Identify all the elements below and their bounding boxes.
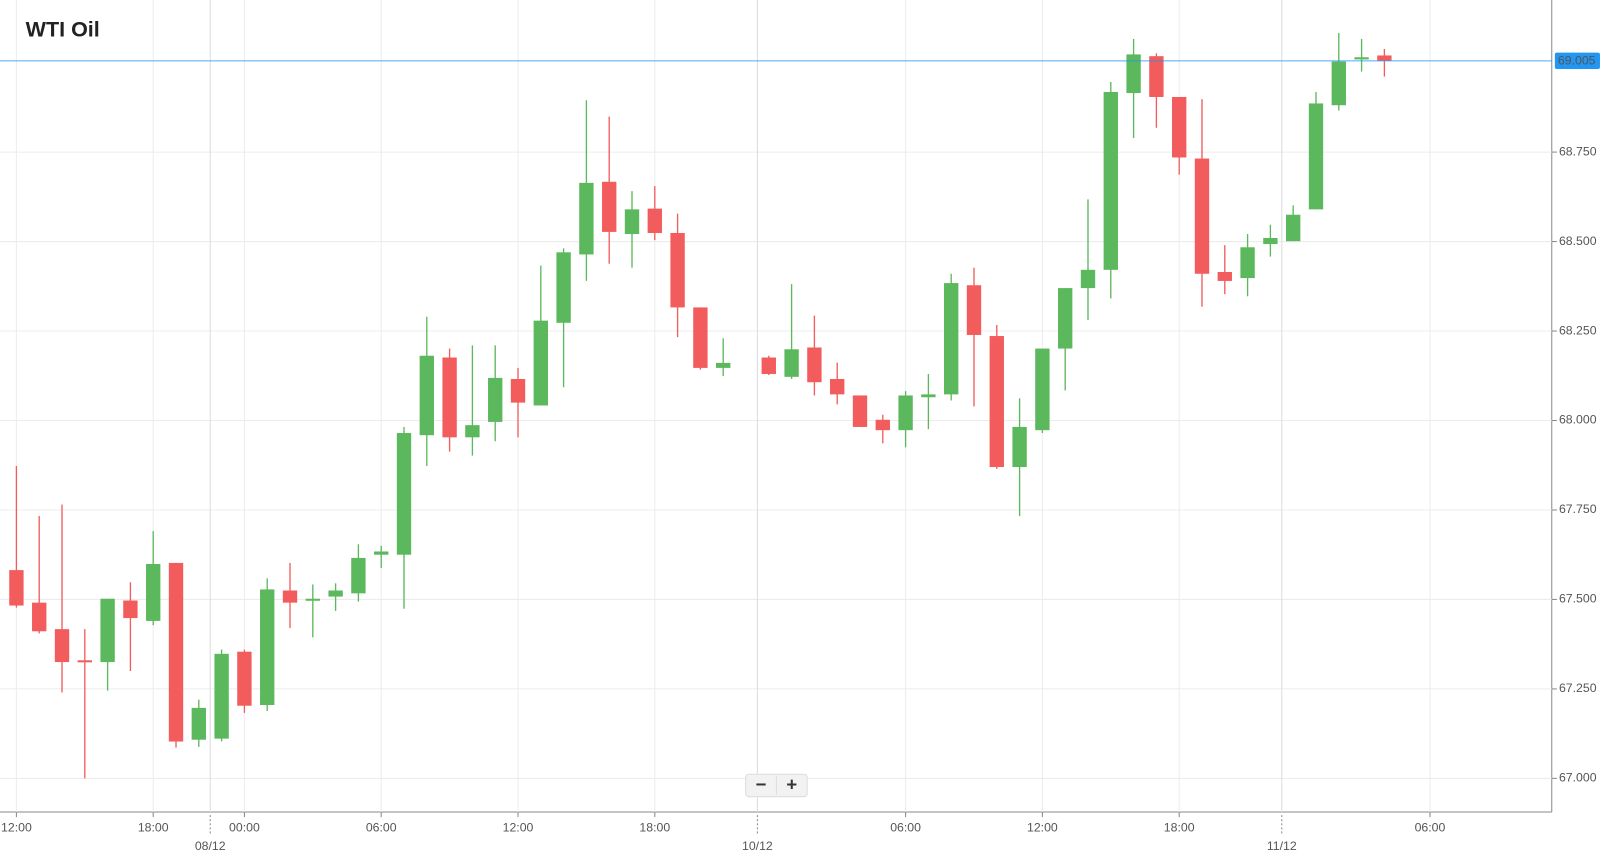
candle-body [693,307,708,368]
y-tick-label: 67.250 [1559,681,1597,695]
x-tick-label: 06:00 [890,821,921,835]
candle-body [761,357,776,374]
candle-body [1217,271,1232,281]
zoom-controls: − + [745,773,808,798]
zoom-button[interactable]: − [756,773,767,794]
candle-body [328,590,343,597]
date-label: 10/12 [742,839,773,853]
y-tick-label: 67.000 [1559,771,1597,785]
candle-body [1058,288,1073,349]
x-tick-label: 12:00 [503,821,534,835]
y-tick-label: 67.750 [1559,502,1597,516]
candle-body [944,283,959,395]
candle-body [260,589,275,706]
candle-body [214,653,229,739]
candle-body [77,660,92,663]
candle-body [146,564,161,621]
candle-body [784,349,799,377]
candle-body [921,394,936,398]
x-tick-label: 12:00 [1027,821,1058,835]
y-tick-label: 68.500 [1559,234,1597,248]
candle-body [1308,103,1324,210]
date-label: 11/12 [1267,839,1297,853]
candle-body [1286,214,1301,242]
candle-body [670,232,685,308]
candle-body [807,347,822,383]
candle-body [1331,61,1346,106]
candle-body [465,425,480,438]
candle-body [9,570,24,606]
candle-body [123,600,138,619]
candle-body [1012,426,1027,468]
x-tick-label: 18:00 [138,821,169,835]
candle-body [875,419,890,431]
candle-body [282,590,298,603]
candle-body [168,562,184,742]
candle-body [191,707,206,740]
chart-title: WTI Oil [26,17,100,41]
y-tick-label: 68.250 [1559,323,1597,337]
zoom-button[interactable]: + [786,773,797,794]
candle-body [396,433,412,555]
candle-body [305,598,320,601]
candle-body [54,629,70,663]
candle-body [1103,91,1118,270]
candle-body [1354,57,1369,60]
candle-body [100,598,115,663]
candle-body [602,181,617,232]
candle-body [898,395,913,431]
x-tick-label: 06:00 [1415,821,1446,835]
x-tick-label: 18:00 [639,821,670,835]
candle-body [1149,56,1164,97]
candle-body [1080,269,1096,289]
x-tick-label: 00:00 [229,821,260,835]
x-tick-label: 12:00 [1,821,32,835]
candle-body [488,377,503,422]
date-label: 08/12 [195,839,226,853]
candles [9,32,1392,779]
y-tick-label: 68.000 [1559,413,1597,427]
candle-body [716,362,731,368]
candle-body [556,252,571,323]
candle-body [579,182,594,255]
candle-body [1172,96,1187,158]
candle-body [966,285,982,335]
candle-body [852,395,868,427]
candle-body [237,651,252,706]
candle-body [1194,158,1210,274]
candle-body [647,208,662,233]
candle-body [1377,55,1392,61]
candle-body [624,209,640,235]
last-price-label: 69.005 [1558,54,1596,68]
candle-body [374,551,389,555]
candle-body [1240,247,1255,279]
candle-body [830,378,845,395]
candle-body [1035,348,1050,431]
candle-body [419,355,434,436]
candle-body [32,602,47,632]
x-tick-label: 18:00 [1164,821,1195,835]
candle-body [1263,237,1278,245]
last-price-box [1554,52,1600,70]
candle-body [989,336,1004,468]
x-tick-label: 06:00 [366,821,397,835]
candle-body [351,557,366,594]
candle-body [510,378,526,403]
candle-body [1126,54,1141,94]
candle-body [442,357,457,438]
y-tick-label: 67.500 [1559,592,1597,606]
y-tick-label: 68.750 [1559,144,1597,158]
candle-body [533,320,548,406]
